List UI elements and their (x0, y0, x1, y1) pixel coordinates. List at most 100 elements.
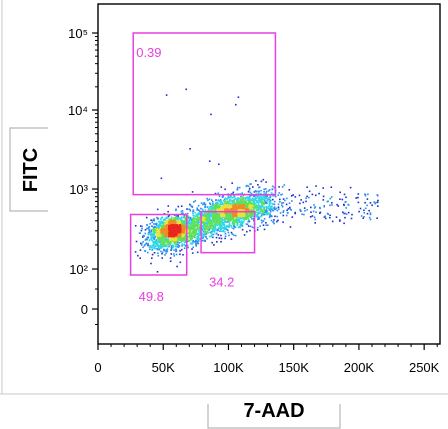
data-point (170, 239, 173, 242)
data-point (223, 204, 226, 207)
data-point (168, 227, 171, 230)
data-point (206, 228, 209, 230)
data-point (160, 239, 163, 241)
data-point (217, 234, 220, 236)
data-point (282, 211, 284, 213)
data-point (134, 251, 137, 253)
data-point (241, 225, 244, 227)
data-point (175, 230, 177, 233)
data-point (262, 207, 265, 210)
data-point (324, 217, 327, 220)
data-point (257, 216, 259, 218)
data-point (258, 201, 261, 203)
gates: 0.39 49.8 34.2 (129, 32, 277, 304)
data-point (256, 190, 258, 193)
data-point (269, 205, 271, 207)
data-point (257, 208, 260, 210)
data-point (229, 199, 232, 201)
data-point (183, 215, 185, 217)
data-point (201, 222, 203, 224)
data-point (226, 204, 229, 206)
data-point (168, 241, 170, 243)
data-point (219, 230, 221, 232)
data-point (244, 198, 247, 200)
data-point (175, 250, 177, 253)
data-point (238, 200, 241, 203)
data-point (175, 229, 177, 231)
data-point (141, 227, 143, 230)
data-point (303, 207, 306, 209)
data-point (237, 199, 239, 201)
data-point (236, 188, 238, 190)
data-point (153, 245, 155, 247)
data-point (206, 229, 209, 231)
data-point (310, 211, 312, 213)
data-point (215, 205, 217, 208)
data-point (215, 228, 217, 231)
data-point (273, 206, 276, 208)
data-point (235, 217, 238, 220)
data-point (253, 200, 255, 202)
data-point (228, 223, 231, 225)
data-point (255, 206, 258, 209)
data-point (181, 223, 183, 226)
data-point (219, 201, 222, 204)
data-point (142, 234, 145, 237)
data-point (228, 224, 230, 227)
data-point (219, 224, 222, 226)
data-point (235, 216, 237, 218)
data-point (197, 240, 200, 242)
data-point (355, 197, 357, 199)
data-point (172, 222, 174, 224)
data-point (186, 244, 189, 247)
data-point (221, 226, 223, 229)
data-point (177, 235, 180, 237)
data-point (192, 209, 195, 211)
data-point (169, 231, 172, 234)
data-point (182, 229, 185, 232)
data-point (249, 195, 251, 198)
data-point (257, 204, 260, 207)
data-point (165, 234, 168, 237)
data-point (193, 215, 195, 217)
data-point (222, 200, 225, 202)
data-point (336, 203, 338, 206)
data-point (204, 214, 207, 216)
data-point (149, 248, 151, 251)
data-point (153, 218, 155, 220)
data-point (226, 218, 228, 221)
data-point (237, 207, 239, 210)
data-point (153, 223, 155, 225)
data-point (246, 213, 249, 216)
data-point (256, 229, 259, 231)
data-point (219, 221, 221, 224)
data-point (270, 208, 273, 210)
data-point (281, 205, 284, 208)
data-point (156, 237, 159, 240)
data-point (237, 211, 239, 214)
data-point (152, 246, 155, 248)
data-point (153, 234, 156, 237)
data-point (182, 254, 184, 256)
data-point (206, 197, 208, 200)
data-point (139, 232, 141, 234)
data-point (261, 197, 263, 199)
data-point (195, 221, 197, 224)
data-point (168, 245, 170, 248)
data-point (156, 216, 158, 219)
data-point (201, 209, 204, 211)
data-point (339, 220, 341, 222)
data-point (215, 223, 217, 225)
data-point (233, 225, 235, 227)
data-point (168, 235, 171, 238)
data-point (179, 261, 182, 264)
data-point (251, 205, 254, 207)
data-point (363, 212, 366, 214)
data-point (197, 219, 199, 221)
data-point (244, 216, 246, 219)
data-point (194, 225, 197, 227)
data-point (210, 220, 212, 223)
data-point (187, 224, 189, 227)
data-point (169, 239, 171, 242)
data-point (224, 237, 226, 240)
